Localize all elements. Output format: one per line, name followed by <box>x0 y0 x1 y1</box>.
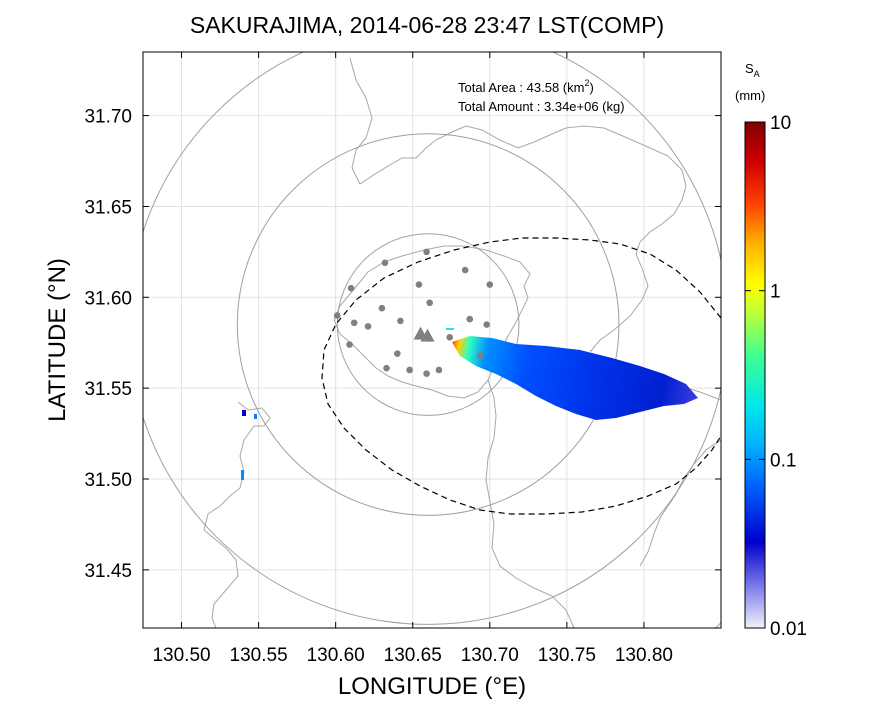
station-9 <box>350 319 358 327</box>
station-3 <box>347 284 355 292</box>
station-4 <box>415 281 423 288</box>
colorbar-ticks: 10 1 0.1 0.01 <box>745 113 807 640</box>
x-tick-label-2: 130.60 <box>307 645 365 666</box>
station-5 <box>486 281 494 288</box>
range-ring-1 <box>236 133 620 516</box>
colorbar-title-main: S <box>745 61 754 76</box>
station-10 <box>397 317 404 325</box>
total-area-close: ) <box>589 80 593 95</box>
range-ring-0 <box>336 233 520 416</box>
colorbar-tick-label-2: 0.1 <box>770 450 796 471</box>
total-area-annotation: Total Area : 43.58 (km2) <box>458 78 594 95</box>
station-17 <box>477 352 484 359</box>
observation-stations <box>333 248 494 377</box>
station-21 <box>435 366 443 374</box>
range-ring-2 <box>143 52 721 625</box>
station-12 <box>483 321 491 328</box>
y-tick-label-5: 31.70 <box>84 107 132 128</box>
plume-body <box>452 336 698 420</box>
x-axis-ticks: 130.50 130.55 130.60 130.65 130.70 130.75 130.… <box>152 52 673 666</box>
dashed-boundary <box>321 237 721 515</box>
ash-patch-west-2 <box>254 414 257 419</box>
chart-title: SAKURAJIMA, 2014-06-28 23:47 LST(COMP) <box>190 12 664 38</box>
x-axis-label: LONGITUDE (°E) <box>338 673 526 700</box>
station-2 <box>461 266 469 274</box>
y-tick-label-3: 31.60 <box>84 288 132 309</box>
x-tick-label-0: 130.50 <box>152 645 210 666</box>
colorbar: SA (mm) 10 1 0.1 0.01 <box>735 61 807 640</box>
station-19 <box>406 366 413 374</box>
vent-marker-1 <box>420 328 435 342</box>
range-rings <box>143 52 721 628</box>
colorbar-tick-label-1: 1 <box>770 282 781 303</box>
coastline-north <box>349 57 687 353</box>
coastline-west <box>203 401 271 628</box>
station-15 <box>446 333 454 341</box>
ash-patch-west-1 <box>242 410 246 416</box>
station-16 <box>394 350 401 357</box>
x-tick-label-5: 130.75 <box>538 645 596 666</box>
station-20 <box>423 370 430 377</box>
colorbar-unit: (mm) <box>735 88 765 103</box>
x-tick-label-4: 130.70 <box>461 645 519 666</box>
station-7 <box>426 299 433 307</box>
colorbar-title-sub: A <box>754 69 760 79</box>
coastline-southeast <box>639 439 721 567</box>
station-14 <box>346 341 353 348</box>
x-tick-label-3: 130.65 <box>384 645 442 666</box>
station-11 <box>466 315 474 323</box>
coastline-south <box>485 379 575 628</box>
station-1 <box>423 248 430 256</box>
x-tick-label-6: 130.80 <box>615 645 673 666</box>
station-13 <box>364 323 372 330</box>
colorbar-scale <box>744 121 766 629</box>
ash-patch-north <box>446 328 454 330</box>
ash-patch-west-3 <box>241 470 244 480</box>
y-tick-label-4: 31.65 <box>84 197 132 218</box>
plot-border <box>142 51 722 629</box>
colorbar-tick-label-0: 10 <box>770 113 791 134</box>
y-tick-label-2: 31.55 <box>84 379 132 400</box>
vent-markers <box>413 326 435 342</box>
y-axis-ticks: 31.45 31.50 31.55 31.60 31.65 31.70 <box>84 107 721 582</box>
station-6 <box>378 304 386 312</box>
colorbar-title: SA <box>745 61 760 79</box>
y-tick-label-1: 31.50 <box>84 470 132 491</box>
total-area-text: Total Area : 43.58 (km <box>458 80 584 95</box>
station-0 <box>381 259 389 267</box>
ash-plume <box>452 336 698 420</box>
station-8 <box>333 312 341 319</box>
total-area-sup: 2 <box>584 78 589 88</box>
station-18 <box>383 364 390 372</box>
y-tick-label-0: 31.45 <box>84 561 132 582</box>
x-tick-label-1: 130.55 <box>230 645 288 666</box>
coastline-sakurajima <box>333 245 531 399</box>
total-amount-annotation: Total Amount : 3.34e+06 (kg) <box>458 99 625 114</box>
colorbar-tick-label-3: 0.01 <box>770 619 807 640</box>
y-axis-label: LATITUDE (°N) <box>44 258 71 422</box>
